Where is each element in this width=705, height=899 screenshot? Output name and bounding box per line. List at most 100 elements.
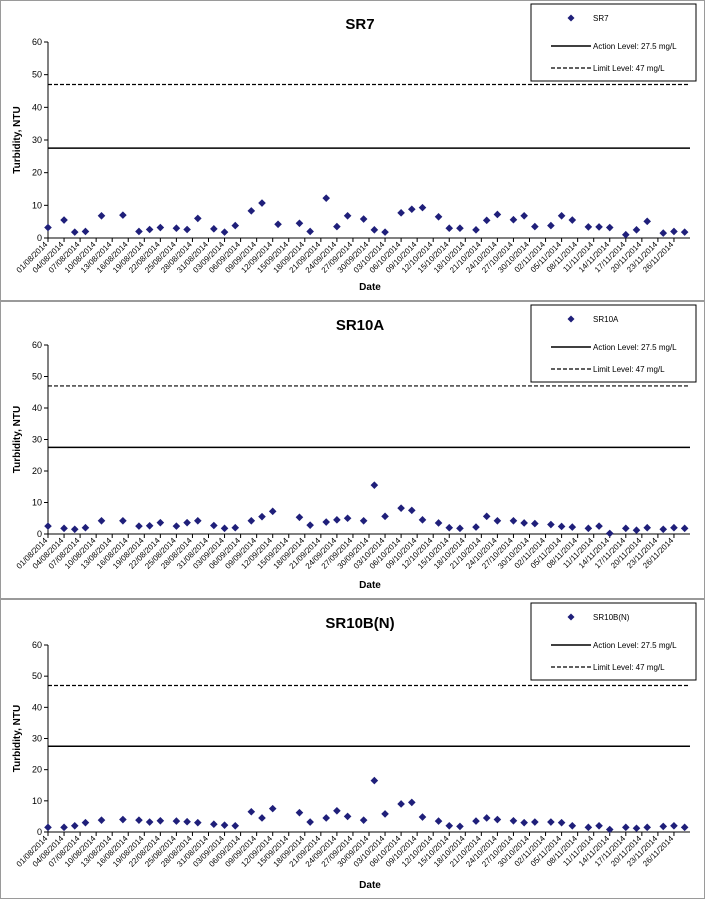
y-tick-label: 40 (32, 403, 42, 413)
data-point (568, 216, 577, 224)
data-point (670, 227, 678, 236)
data-point (622, 823, 630, 832)
data-point (306, 818, 314, 826)
data-point (97, 211, 106, 220)
data-point (247, 207, 256, 215)
data-point (343, 812, 352, 821)
y-tick-label: 30 (32, 734, 42, 744)
data-point (295, 808, 304, 817)
data-point (70, 228, 79, 236)
legend-series-marker (567, 315, 575, 323)
data-point (220, 228, 229, 236)
y-tick-label: 60 (32, 640, 42, 650)
data-point (509, 215, 518, 224)
legend-action-label: Action Level: 27.5 mg/L (593, 343, 677, 352)
data-point (568, 523, 577, 531)
data-point (659, 525, 668, 534)
y-axis-label: Turbidity, NTU (12, 106, 23, 173)
data-point (397, 504, 405, 512)
data-point (295, 513, 304, 522)
data-point (81, 523, 90, 532)
data-point (418, 203, 427, 212)
legend-limit-label: Limit Level: 47 mg/L (593, 365, 665, 374)
y-tick-label: 30 (32, 135, 42, 145)
data-point (145, 225, 154, 234)
data-point (584, 223, 593, 231)
data-point (258, 814, 266, 822)
x-axis-label: Date (359, 282, 381, 293)
data-point (547, 221, 555, 230)
data-point (408, 798, 416, 807)
data-point (445, 224, 454, 232)
chart-title: SR10A (336, 317, 385, 334)
data-point (632, 526, 641, 535)
data-point (482, 216, 491, 225)
data-point (268, 507, 277, 516)
data-point (670, 523, 678, 532)
data-point (632, 824, 641, 833)
data-point (306, 227, 314, 236)
data-point (643, 523, 651, 532)
data-point (119, 516, 127, 525)
data-point (322, 194, 330, 202)
data-point (60, 823, 68, 832)
y-tick-label: 0 (37, 233, 42, 243)
data-point (70, 821, 79, 830)
chart-panel-sr10a: SR10A 0 10 20 30 40 50 60 Turbidity, NTU 01/08/20… (0, 301, 705, 599)
data-point (456, 822, 464, 831)
data-point (306, 521, 314, 529)
data-point (210, 225, 218, 233)
chart-panel-sr10bn: SR10B(N) 0 10 20 30 40 50 60 Turbidity, NTU 01/08… (0, 599, 705, 899)
data-point (183, 225, 191, 234)
data-point (97, 816, 106, 824)
data-point (622, 524, 630, 533)
y-tick-label: 10 (32, 200, 42, 210)
data-point (595, 821, 603, 830)
data-point (509, 816, 518, 825)
data-point (418, 813, 427, 821)
data-point (44, 223, 52, 232)
legend-series-label: SR7 (593, 14, 609, 23)
data-point (659, 822, 668, 831)
data-point (60, 216, 68, 224)
y-tick-label: 50 (32, 70, 42, 80)
data-point (680, 228, 689, 236)
data-point (659, 229, 668, 237)
data-point (472, 226, 480, 234)
y-tick-label: 50 (32, 372, 42, 382)
data-point (434, 519, 443, 527)
y-tick-label: 10 (32, 498, 42, 508)
data-point (370, 776, 379, 785)
data-point (322, 814, 330, 822)
y-tick-label: 50 (32, 671, 42, 681)
data-point (333, 807, 341, 815)
y-tick-label: 0 (37, 529, 42, 539)
data-point (60, 524, 68, 533)
data-point (670, 821, 678, 830)
data-point (44, 823, 52, 832)
data-point (482, 814, 491, 822)
data-point (632, 226, 641, 234)
chart-title: SR7 (345, 16, 374, 33)
data-point (220, 524, 229, 533)
data-point (547, 818, 555, 826)
data-point (456, 224, 464, 232)
data-point (135, 816, 143, 824)
data-point (135, 227, 143, 236)
data-point (231, 523, 240, 532)
x-axis-label: Date (359, 580, 381, 591)
data-point (322, 518, 330, 526)
chart-panel-sr7: SR7 0 10 20 30 40 50 60 Turbidity, NTU 01/08/2014… (0, 0, 705, 301)
data-point (595, 522, 603, 530)
data-point (595, 223, 603, 231)
data-point (183, 518, 191, 527)
data-point (81, 227, 90, 236)
y-tick-label: 10 (32, 796, 42, 806)
data-point (258, 199, 266, 207)
data-point (70, 525, 79, 534)
data-point (156, 816, 165, 825)
legend-limit-label: Limit Level: 47 mg/L (593, 663, 665, 672)
data-point (183, 817, 191, 826)
